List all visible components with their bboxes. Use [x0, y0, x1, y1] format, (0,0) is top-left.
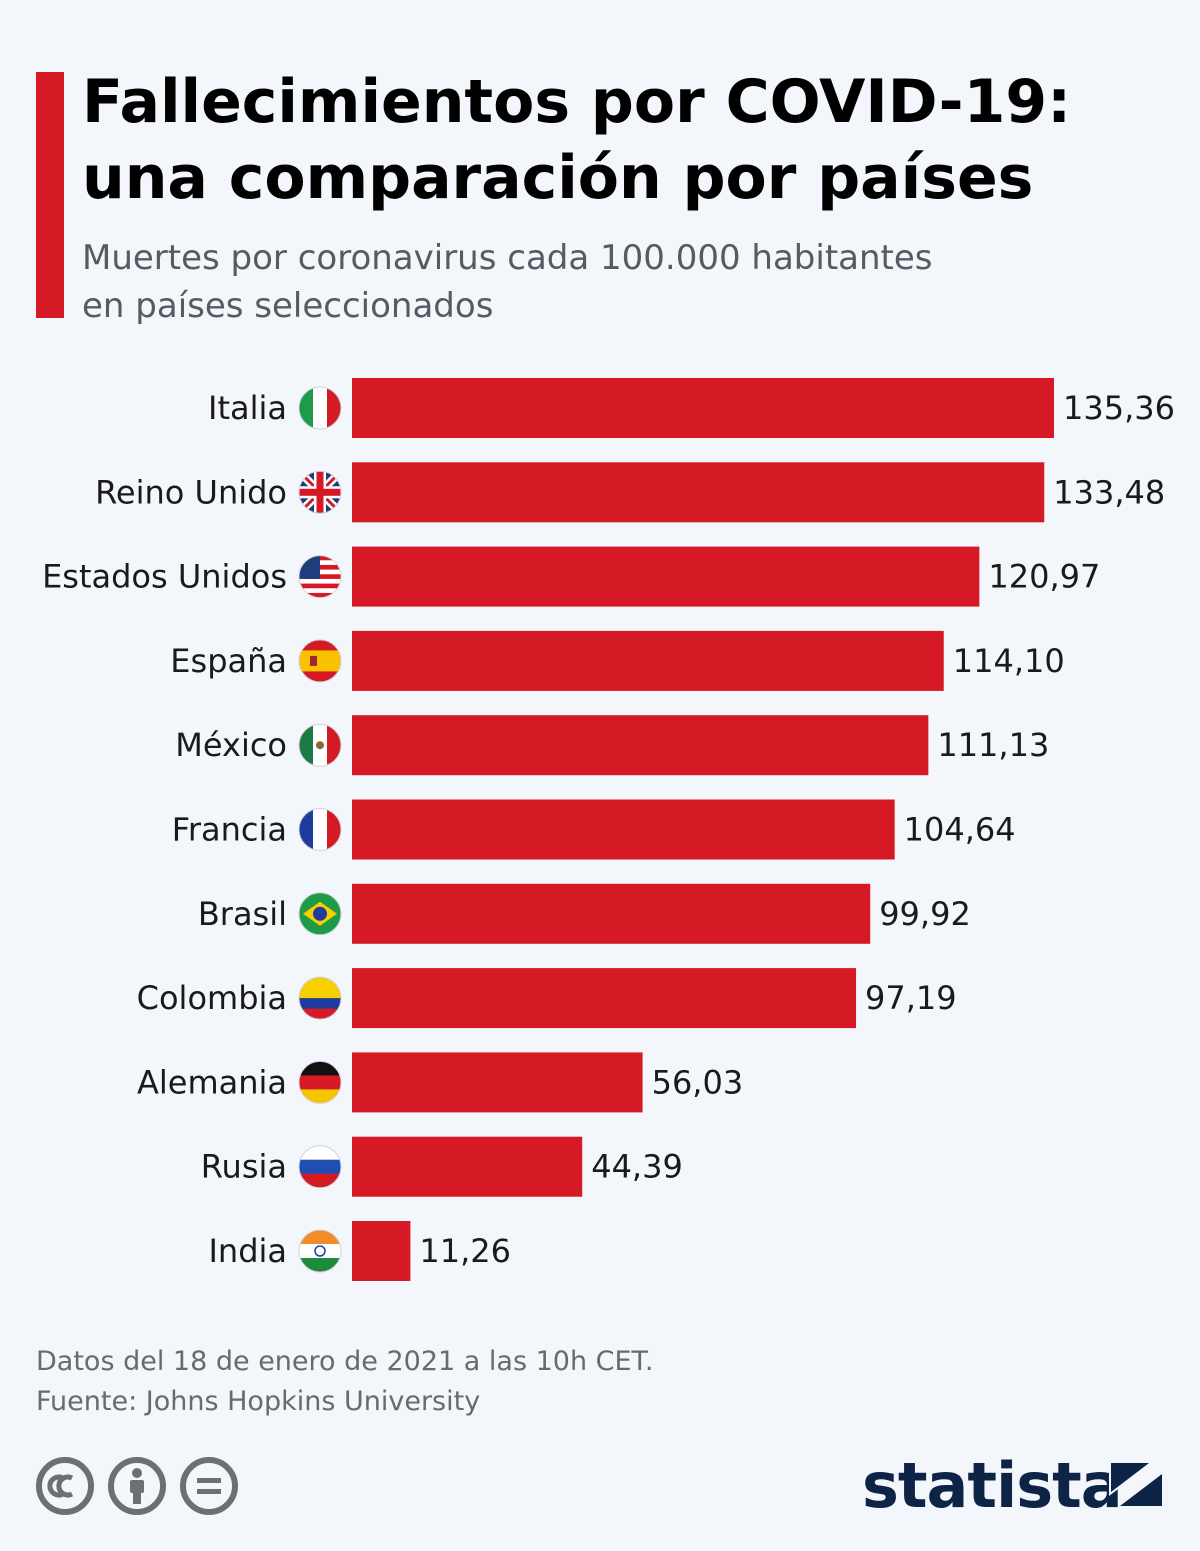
- bar: [352, 378, 1054, 438]
- chart-subtitle: Muertes por coronavirus cada 100.000 hab…: [82, 234, 1182, 330]
- colombia-flag-icon: [298, 976, 342, 1020]
- bar-row: Rusia 44,39: [201, 1136, 683, 1197]
- chart-subtitle-line-2: en países seleccionados: [82, 286, 494, 326]
- bar-row: Alemania 56,03: [137, 1052, 744, 1113]
- bar: [352, 546, 980, 607]
- bar: [352, 883, 871, 944]
- bar: [352, 1221, 411, 1281]
- statista-wordmark: statista: [862, 1449, 1123, 1522]
- value-label: 56,03: [652, 1063, 744, 1101]
- attribution-icon[interactable]: [108, 1457, 166, 1515]
- value-label: 114,10: [953, 642, 1065, 680]
- bar: [352, 462, 1045, 523]
- chart-subtitle-line-1: Muertes por coronavirus cada 100.000 hab…: [82, 238, 933, 278]
- footer: Datos del 18 de enero de 2021 a las 10h …: [36, 1342, 653, 1422]
- data-date-note: Datos del 18 de enero de 2021 a las 10h …: [36, 1346, 654, 1377]
- italy-flag-icon: [298, 386, 342, 430]
- mexico-flag-icon: [298, 723, 342, 767]
- russia-flag-icon: [298, 1145, 342, 1189]
- spain-flag-icon: [298, 639, 342, 683]
- category-label: Alemania: [137, 1063, 287, 1101]
- bar-row: España 114,10: [170, 630, 1065, 691]
- category-label: India: [208, 1232, 287, 1270]
- value-label: 104,64: [904, 811, 1016, 849]
- value-label: 111,13: [937, 726, 1049, 764]
- uk-flag-icon: [298, 470, 342, 514]
- bar-row: Brasil 99,92: [198, 883, 971, 944]
- bar: [352, 715, 929, 776]
- france-flag-icon: [298, 808, 342, 851]
- license-icons: [36, 1457, 238, 1515]
- value-label: 99,92: [879, 895, 971, 933]
- bar-row: India 11,26: [208, 1221, 511, 1281]
- category-label: Brasil: [198, 895, 287, 933]
- usa-flag-icon: [298, 555, 342, 599]
- category-label: Rusia: [201, 1148, 287, 1186]
- bar-chart: Italia 135,36 Reino Unido 133,48 Estados Uni…: [42, 378, 1175, 1281]
- category-label: Francia: [172, 811, 287, 849]
- bar-row: Francia 104,64: [172, 799, 1016, 860]
- creative-commons-icon[interactable]: [36, 1457, 94, 1515]
- accent-bar: [36, 72, 64, 318]
- source-note: Fuente: Johns Hopkins University: [36, 1386, 481, 1417]
- bar-row: Colombia 97,19: [137, 968, 957, 1029]
- category-label: Italia: [208, 389, 287, 427]
- bar: [352, 1052, 643, 1113]
- value-label: 135,36: [1063, 389, 1175, 427]
- germany-flag-icon: [298, 1060, 342, 1104]
- value-label: 97,19: [865, 979, 957, 1017]
- statista-logo-icon: [1109, 1461, 1162, 1506]
- bar-row: Estados Unidos 120,97: [42, 546, 1100, 607]
- bar: [352, 968, 857, 1029]
- no-derivatives-icon[interactable]: [180, 1457, 238, 1515]
- chart-title-line-1: Fallecimientos por COVID-19:: [82, 67, 1072, 137]
- value-label: 120,97: [988, 558, 1100, 596]
- category-label: Estados Unidos: [42, 558, 287, 596]
- bar: [352, 799, 895, 860]
- value-label: 133,48: [1053, 473, 1165, 511]
- category-label: México: [175, 726, 287, 764]
- statista-logo[interactable]: statista: [862, 1448, 1168, 1524]
- chart-title: Fallecimientos por COVID-19: una compara…: [82, 64, 1182, 216]
- bar-row: Italia 135,36: [208, 378, 1175, 438]
- bar: [352, 1136, 583, 1197]
- india-flag-icon: [298, 1229, 342, 1273]
- bar-row: Reino Unido 133,48: [95, 462, 1165, 523]
- chart-title-line-2: una comparación por países: [82, 143, 1034, 213]
- category-label: Colombia: [137, 979, 287, 1017]
- bar-row: México 111,13: [175, 715, 1049, 776]
- brazil-flag-icon: [298, 892, 342, 936]
- value-label: 11,26: [419, 1232, 511, 1270]
- value-label: 44,39: [591, 1148, 683, 1186]
- category-label: Reino Unido: [95, 473, 287, 511]
- bar: [352, 630, 944, 691]
- category-label: España: [170, 642, 287, 680]
